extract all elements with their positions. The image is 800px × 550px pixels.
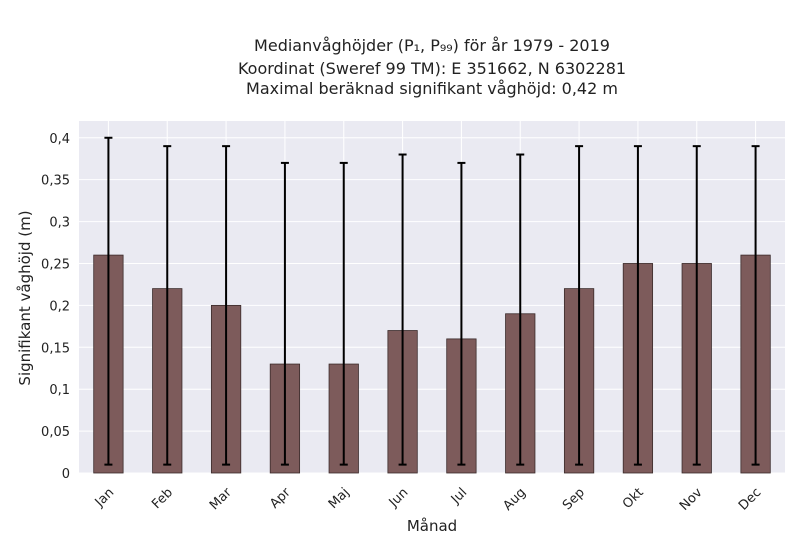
y-tick-label: 0,35 bbox=[41, 174, 70, 189]
error-bar-jul bbox=[457, 161, 466, 466]
x-tick-label-nov: Nov bbox=[677, 485, 706, 514]
x-axis-label: Månad bbox=[407, 517, 457, 535]
error-bar-apr bbox=[280, 161, 289, 466]
x-tick-label-mar: Mar bbox=[207, 485, 235, 513]
y-tick-label: 0,25 bbox=[41, 257, 70, 272]
y-tick-label: 0,1 bbox=[49, 383, 70, 398]
error-bar-feb bbox=[163, 145, 172, 466]
y-tick-label: 0,2 bbox=[49, 299, 70, 314]
x-tick-label-aug: Aug bbox=[501, 485, 530, 514]
error-bar-maj bbox=[339, 161, 348, 466]
error-bar-jan bbox=[104, 136, 113, 466]
y-tick-label: 0,15 bbox=[41, 341, 70, 356]
title-line-3: Maximal beräknad signifikant våghöjd: 0,… bbox=[246, 79, 618, 98]
error-bar-aug bbox=[516, 153, 525, 466]
x-tick-label-dec: Dec bbox=[736, 485, 764, 513]
y-tick-label: 0,4 bbox=[49, 132, 70, 147]
chart-title: Medianvåghöjder (P₁, P₉₉) för år 1979 - … bbox=[238, 36, 626, 98]
error-bar-dec bbox=[751, 145, 760, 466]
title-line-2: Koordinat (Sweref 99 TM): E 351662, N 63… bbox=[238, 59, 626, 78]
x-tick-label-jul: Jul bbox=[448, 485, 470, 507]
x-tick-label-apr: Apr bbox=[267, 485, 294, 512]
x-tick-label-maj: Maj bbox=[326, 485, 353, 512]
plot-area bbox=[79, 121, 785, 473]
x-tick-label-okt: Okt bbox=[620, 485, 647, 512]
title-line-1: Medianvåghöjder (P₁, P₉₉) för år 1979 - … bbox=[254, 36, 610, 55]
x-tick-labels: Jan Feb Mar Apr Maj Jun Jul Aug Sep Okt Nov Dec bbox=[92, 485, 765, 514]
x-tick-label-feb: Feb bbox=[149, 485, 176, 512]
error-bars bbox=[104, 136, 760, 466]
y-tick-label: 0,3 bbox=[49, 216, 70, 231]
error-bar-jun bbox=[398, 153, 407, 466]
x-tick-label-jun: Jun bbox=[386, 485, 412, 511]
error-bar-nov bbox=[692, 145, 701, 466]
error-bar-okt bbox=[633, 145, 642, 466]
y-tick-label: 0,05 bbox=[41, 425, 70, 440]
y-tick-label: 0 bbox=[62, 467, 70, 482]
y-axis-label: Signifikant våghöjd (m) bbox=[16, 210, 34, 385]
error-bar-sep bbox=[575, 145, 584, 466]
x-tick-label-jan: Jan bbox=[92, 485, 117, 510]
error-bar-mar bbox=[222, 145, 231, 466]
y-tick-labels: 0 0,05 0,1 0,15 0,2 0,25 0,3 0,35 0,4 bbox=[41, 132, 70, 482]
x-tick-label-sep: Sep bbox=[560, 485, 588, 513]
